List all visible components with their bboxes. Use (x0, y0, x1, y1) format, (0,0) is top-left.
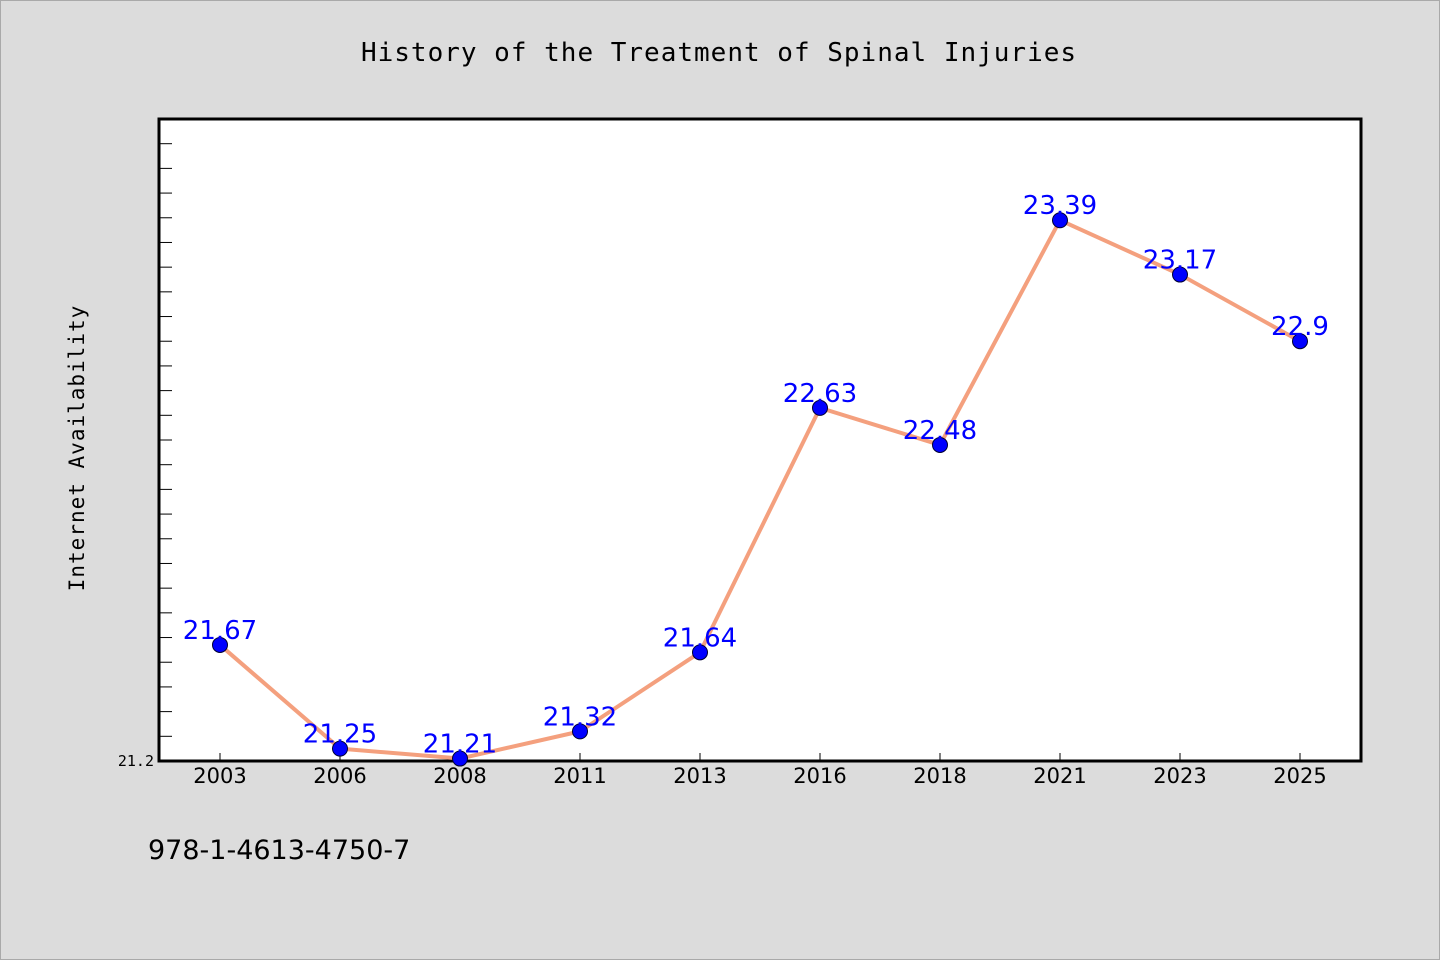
x-tick-label: 2021 (1033, 764, 1086, 788)
data-point (1172, 266, 1188, 283)
footer-code: 978-1-4613-4750-7 (148, 835, 411, 866)
data-label: 22.9 (1271, 312, 1329, 342)
data-label: 22.63 (783, 379, 857, 409)
data-labels-layer: 21.67 21.25 21.21 21.32 21.64 22.63 22.48 23.39… (183, 191, 1329, 759)
data-point (452, 750, 468, 767)
x-tick-label: 2013 (673, 764, 726, 788)
plot-area (157, 117, 1363, 763)
x-tick-label: 2016 (793, 764, 846, 788)
data-label: 21.64 (663, 623, 737, 653)
series-line (218, 218, 1301, 761)
data-point (812, 399, 828, 416)
x-tick-label: 2023 (1153, 764, 1206, 788)
data-label: 21.67 (183, 616, 257, 646)
x-tick-label: 2025 (1273, 764, 1326, 788)
x-axis-ticks: 2003 2006 2008 2011 2013 2016 2018 2021 2023 2025 (193, 753, 1327, 788)
data-label: 21.32 (543, 702, 617, 732)
y-tick-label: 21.2 (118, 752, 154, 770)
data-label: 22.48 (903, 416, 977, 446)
data-point (212, 636, 228, 653)
x-tick-label: 2003 (193, 764, 246, 788)
data-point (572, 723, 588, 740)
y-axis-label: Internet Availability (65, 305, 89, 592)
data-point (932, 436, 948, 453)
x-tick-label: 2011 (553, 764, 606, 788)
data-label: 21.21 (423, 730, 497, 760)
x-tick-label: 2006 (313, 764, 366, 788)
data-point (692, 644, 708, 661)
data-point (1292, 333, 1308, 350)
x-tick-label: 2018 (913, 764, 966, 788)
data-label: 23.17 (1143, 246, 1217, 276)
chart-title: History of the Treatment of Spinal Injur… (361, 38, 1077, 68)
data-label: 21.25 (303, 720, 377, 750)
x-tick-label: 2008 (433, 764, 486, 788)
data-point (1052, 212, 1068, 229)
series-layer (212, 212, 1308, 767)
data-point (332, 740, 348, 757)
y-axis-ticks: 21.2 (118, 143, 172, 770)
data-label: 23.39 (1023, 191, 1097, 221)
